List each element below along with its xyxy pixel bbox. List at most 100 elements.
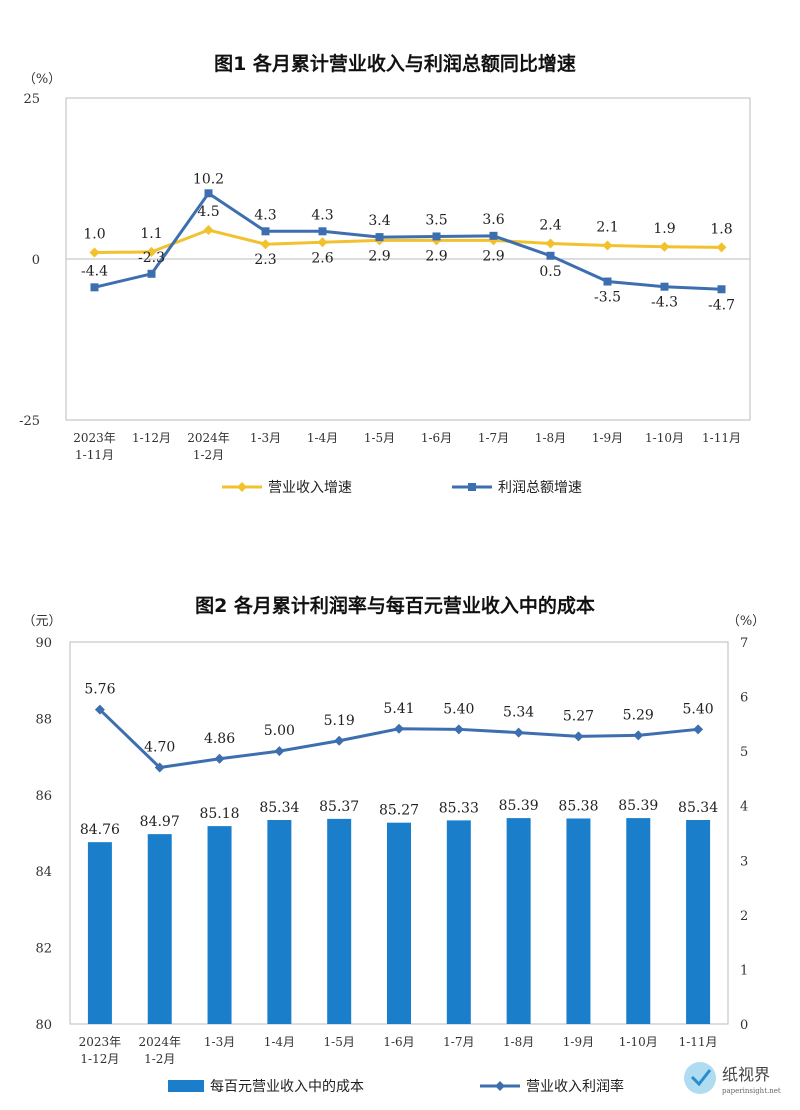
chart-2-line-point bbox=[214, 753, 225, 764]
chart-2-line-label: 5.00 bbox=[264, 723, 295, 739]
chart-2-line-label: 4.70 bbox=[144, 740, 175, 756]
chart-1-data-label: 2.9 bbox=[482, 248, 504, 264]
chart-2-line-point bbox=[394, 723, 404, 734]
chart-2: 图2 各月累计利润率与每百元营业收入中的成本 （元） （%） 80 82 84 86 8… bbox=[22, 594, 765, 1095]
chart-1-data-label: -4.7 bbox=[708, 297, 735, 313]
chart-2-y-left-tick-label: 88 bbox=[35, 712, 52, 727]
chart-2-y-right-unit: （%） bbox=[727, 614, 765, 629]
watermark-logo: 纸视界 paperinsight.net bbox=[684, 1062, 781, 1095]
chart-1-x-tick-label: 2023年 bbox=[73, 431, 116, 445]
chart-1-x-tick-label: 2024年 bbox=[187, 431, 230, 445]
chart-2-x-tick-label: 1-6月 bbox=[383, 1035, 414, 1049]
chart-2-line-point bbox=[94, 704, 105, 715]
watermark-logo-icon bbox=[684, 1062, 716, 1094]
chart-2-y-right-tick-label: 5 bbox=[740, 745, 748, 760]
chart-1-data-label: 3.4 bbox=[368, 213, 390, 229]
chart-1-point bbox=[147, 269, 156, 278]
chart-2-bar bbox=[207, 826, 232, 1024]
chart-2-bar-label: 85.39 bbox=[499, 798, 539, 814]
chart-1-x-tick-label: 1-4月 bbox=[307, 431, 338, 445]
chart-1-data-label: 4.3 bbox=[254, 207, 276, 223]
chart-1-point bbox=[261, 227, 270, 236]
chart-1-data-label: 1.0 bbox=[83, 227, 105, 243]
chart-1: 图1 各月累计营业收入与利润总额同比增速 （%） 25 0 -25 2023年 1-11… bbox=[19, 52, 751, 496]
chart-2-bar-label: 85.34 bbox=[678, 800, 718, 816]
chart-1-legend-label-1: 利润总额增速 bbox=[498, 480, 582, 496]
chart-2-bar-label: 85.18 bbox=[199, 806, 239, 822]
chart-1-point bbox=[89, 247, 100, 258]
chart-1-data-label: 3.6 bbox=[482, 212, 504, 228]
chart-2-line-label: 5.40 bbox=[683, 701, 714, 717]
chart-2-bar bbox=[566, 818, 591, 1024]
chart-2-line-point bbox=[693, 724, 704, 735]
chart-1-data-label: 0.5 bbox=[539, 264, 561, 280]
chart-1-y-unit: （%） bbox=[23, 72, 61, 87]
chart-1-data-label: 2.1 bbox=[596, 219, 618, 235]
chart-2-line-label: 5.40 bbox=[443, 701, 474, 717]
chart-1-x-tick-label: 1-12月 bbox=[132, 431, 171, 445]
chart-2-line-point bbox=[154, 762, 165, 773]
chart-2-bar bbox=[327, 818, 352, 1024]
chart-2-bar bbox=[87, 842, 112, 1024]
chart-2-y-right-tick-label: 1 bbox=[740, 963, 748, 978]
chart-2-bar bbox=[446, 820, 471, 1024]
chart-1-y-tick-label: 0 bbox=[32, 253, 40, 268]
chart-1-point bbox=[432, 232, 441, 241]
chart-1-data-label: 2.4 bbox=[539, 218, 561, 234]
chart-1-data-label: -4.3 bbox=[651, 295, 678, 311]
chart-1-data-label: 3.5 bbox=[425, 212, 447, 228]
chart-2-line-label: 5.29 bbox=[623, 707, 654, 723]
chart-1-x-tick-label: 1-6月 bbox=[421, 431, 452, 445]
chart-1-x-tick-label: 1-8月 bbox=[535, 431, 566, 445]
chart-1-point bbox=[659, 241, 670, 252]
chart-1-data-label: 4.3 bbox=[311, 207, 333, 223]
chart-2-y-left-tick-label: 90 bbox=[35, 636, 52, 651]
chart-1-data-label: 2.9 bbox=[425, 248, 447, 264]
chart-1-x-tick-label: 1-7月 bbox=[478, 431, 509, 445]
watermark-subtext: paperinsight.net bbox=[722, 1087, 781, 1095]
chart-1-point bbox=[546, 251, 555, 260]
chart-1-point bbox=[660, 282, 669, 291]
chart-2-title: 图2 各月累计利润率与每百元营业收入中的成本 bbox=[195, 594, 595, 617]
chart-1-point bbox=[203, 225, 214, 236]
chart-2-line-point bbox=[453, 724, 464, 735]
chart-2-bar-label: 84.76 bbox=[80, 822, 120, 838]
chart-1-data-label: -2.3 bbox=[138, 250, 165, 266]
chart-2-line-label: 5.76 bbox=[84, 682, 115, 698]
chart-2-line-point bbox=[633, 730, 644, 741]
chart-2-bar bbox=[387, 822, 411, 1024]
chart-2-line-label: 5.19 bbox=[324, 713, 355, 729]
chart-1-point bbox=[317, 237, 328, 248]
chart-1-point bbox=[260, 239, 271, 250]
chart-1-point bbox=[146, 246, 157, 257]
chart-2-x-tick-label: 1-5月 bbox=[324, 1035, 355, 1049]
chart-2-x-tick-label: 1-3月 bbox=[204, 1035, 235, 1049]
chart-2-legend-marker bbox=[495, 1081, 505, 1091]
chart-1-series-line-1 bbox=[94, 191, 722, 291]
chart-1-point bbox=[204, 189, 213, 198]
chart-1-point bbox=[90, 283, 99, 292]
chart-1-point bbox=[603, 277, 612, 286]
chart-1-point bbox=[602, 240, 613, 251]
chart-2-x-tick-label: 2024年 bbox=[138, 1035, 181, 1049]
chart-2-y-left-tick-label: 84 bbox=[35, 865, 52, 880]
chart-2-bar-label: 84.97 bbox=[140, 814, 180, 830]
chart-1-legend-marker bbox=[237, 482, 247, 492]
chart-2-bar-label: 85.33 bbox=[439, 800, 479, 816]
chart-2-bar-label: 85.37 bbox=[319, 799, 359, 815]
chart-2-y-left-unit: （元） bbox=[22, 614, 61, 629]
chart-1-data-label: -3.5 bbox=[594, 290, 621, 306]
chart-1-data-label: 1.8 bbox=[710, 221, 732, 237]
chart-2-x-tick-label: 1-2月 bbox=[144, 1052, 175, 1066]
chart-1-series-line-0 bbox=[94, 228, 722, 255]
chart-2-y-right-tick-label: 0 bbox=[740, 1018, 748, 1033]
chart-2-y-right-tick-label: 7 bbox=[740, 636, 748, 651]
chart-2-line-label: 5.34 bbox=[503, 705, 534, 721]
chart-1-y-tick-label: -25 bbox=[19, 414, 40, 429]
chart-2-bar bbox=[506, 818, 531, 1024]
chart-1-data-label: 2.3 bbox=[254, 252, 276, 268]
watermark-text: 纸视界 bbox=[722, 1065, 770, 1084]
chart-1-data-label: 10.2 bbox=[193, 171, 224, 187]
chart-2-y-right-tick-label: 6 bbox=[740, 691, 748, 706]
chart-1-title: 图1 各月累计营业收入与利润总额同比增速 bbox=[214, 52, 576, 75]
